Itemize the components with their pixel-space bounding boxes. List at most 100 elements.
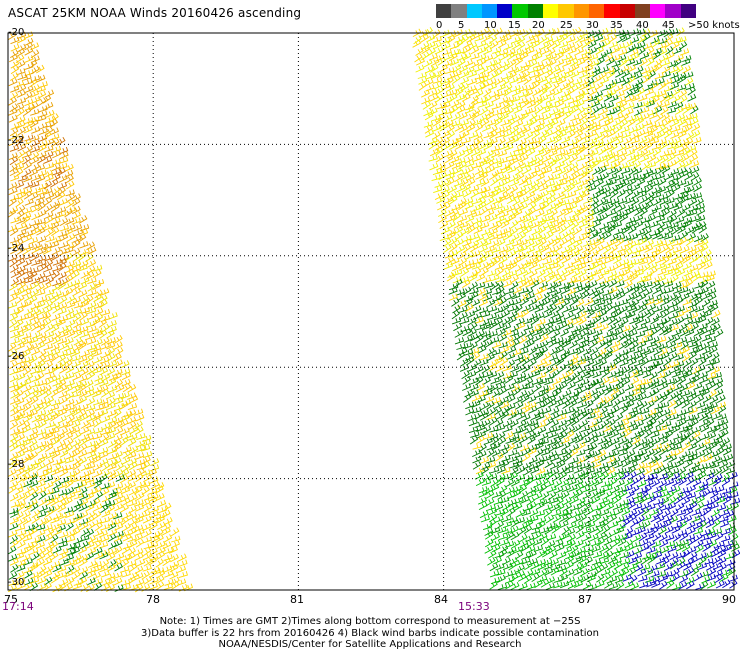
wind-barb: [78, 264, 88, 272]
wind-barb: [51, 158, 61, 166]
legend-label: 25: [560, 20, 573, 31]
wind-barb: [56, 206, 67, 214]
wind-barb: [66, 542, 76, 551]
wind-barb: [51, 348, 61, 356]
lat-label-28: -28: [8, 459, 25, 470]
wind-barb: [469, 377, 479, 385]
wind-barb: [163, 547, 174, 555]
wind-barb: [15, 180, 25, 189]
wind-barb: [652, 50, 661, 60]
wind-barb: [595, 580, 605, 588]
wind-barb: [711, 508, 720, 517]
wind-barb: [30, 223, 40, 233]
wind-barb: [617, 244, 627, 253]
wind-barb: [87, 325, 97, 333]
wind-barb: [627, 64, 637, 73]
wind-barb: [670, 168, 680, 176]
wind-barb: [86, 480, 96, 489]
wind-barb: [59, 330, 69, 338]
wind-barb: [474, 471, 484, 480]
wind-barb: [445, 160, 455, 170]
wind-barb: [502, 556, 511, 566]
wind-barb: [418, 81, 428, 91]
wind-barb: [560, 231, 569, 241]
wind-barb: [622, 413, 632, 421]
wind-barb: [178, 559, 188, 567]
wind-barb: [585, 155, 594, 164]
wind-barb: [483, 46, 493, 55]
wind-barb: [678, 41, 688, 51]
wind-barb: [65, 535, 76, 543]
wind-barb: [500, 101, 510, 110]
wind-barb: [606, 129, 616, 138]
wind-barb: [87, 259, 97, 268]
wind-barb: [653, 100, 663, 110]
wind-barb: [428, 89, 438, 97]
wind-barb: [100, 487, 110, 497]
wind-barb: [655, 77, 665, 86]
wind-barb: [10, 59, 20, 69]
wind-barb: [560, 102, 571, 110]
wind-barb: [22, 348, 31, 358]
wind-barb: [57, 503, 67, 513]
wind-barb: [37, 259, 47, 267]
wind-barb: [9, 367, 19, 376]
wind-barb: [422, 100, 432, 110]
wind-barb: [29, 313, 39, 321]
wind-barb: [92, 281, 102, 291]
wind-barb: [17, 84, 27, 93]
wind-barb: [636, 129, 646, 138]
wind-barb: [122, 446, 132, 454]
wind-barb: [460, 82, 470, 92]
wind-barb: [9, 91, 19, 100]
wind-barb: [106, 367, 116, 376]
wind-barb: [79, 497, 89, 507]
wind-barb: [71, 247, 81, 257]
wind-barb: [65, 199, 75, 209]
wind-barb: [99, 299, 108, 309]
wind-barb: [594, 81, 604, 91]
wind-barb: [540, 41, 550, 50]
wind-barb: [524, 89, 534, 98]
wind-barb: [661, 551, 671, 561]
wind-barb: [80, 540, 89, 550]
wind-barb: [28, 409, 38, 418]
wind-barb: [450, 105, 459, 114]
wind-barb: [133, 486, 143, 495]
wind-barb: [22, 366, 32, 376]
wind-barb: [605, 53, 614, 63]
wind-barb: [22, 332, 32, 340]
wind-barb: [16, 35, 26, 44]
wind-barb: [143, 473, 153, 483]
wind-barb: [490, 274, 500, 282]
wind-barb: [36, 114, 47, 122]
wind-barb: [17, 337, 27, 346]
wind-barb: [692, 136, 702, 144]
wind-barb: [618, 340, 628, 350]
wind-barb: [36, 272, 46, 281]
wind-barb: [589, 231, 599, 240]
wind-barb: [78, 449, 88, 458]
wind-barb: [612, 547, 622, 555]
wind-barb: [30, 108, 40, 116]
wind-barb: [93, 469, 103, 478]
wind-barb: [80, 306, 90, 314]
wind-barb: [543, 77, 553, 86]
wind-barb: [23, 410, 33, 419]
legend-swatch: [451, 4, 468, 18]
wind-barb: [162, 527, 171, 536]
wind-barb: [630, 484, 640, 494]
wind-barb: [91, 452, 101, 460]
wind-barb: [511, 292, 521, 300]
wind-barb: [677, 74, 687, 84]
wind-barb: [592, 268, 602, 276]
wind-barb: [16, 564, 26, 572]
wind-barb: [162, 541, 172, 550]
wind-barb: [93, 503, 103, 512]
wind-barb: [511, 36, 521, 44]
wind-barb: [687, 86, 696, 96]
wind-barb: [573, 82, 582, 92]
wind-barb: [652, 231, 662, 240]
wind-barb: [99, 457, 109, 467]
wind-barb: [452, 304, 461, 314]
